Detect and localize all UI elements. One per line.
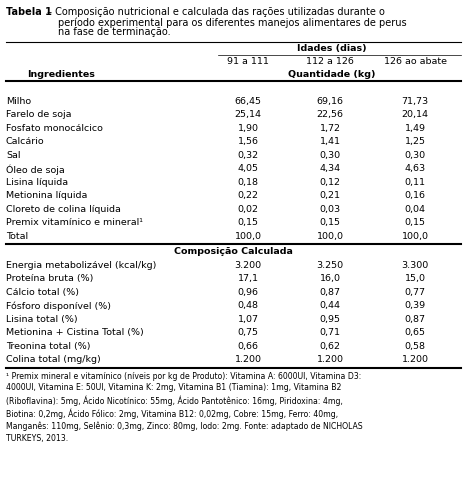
Text: 0,66: 0,66 [238, 342, 259, 351]
Text: 15,0: 15,0 [404, 274, 425, 284]
Text: Farelo de soja: Farelo de soja [6, 110, 71, 119]
Text: 1.200: 1.200 [317, 355, 344, 364]
Text: 1.200: 1.200 [402, 355, 429, 364]
Text: 0,87: 0,87 [319, 288, 340, 297]
Text: Metionina + Cistina Total (%): Metionina + Cistina Total (%) [6, 328, 144, 338]
Text: Quantidade (kg): Quantidade (kg) [288, 70, 375, 79]
Text: 4,05: 4,05 [238, 164, 259, 173]
Text: Colina total (mg/kg): Colina total (mg/kg) [6, 355, 101, 364]
Text: 0,77: 0,77 [404, 288, 425, 297]
Text: 0,32: 0,32 [237, 150, 259, 159]
Text: Composição Calculada: Composição Calculada [174, 248, 293, 256]
Text: Proteína bruta (%): Proteína bruta (%) [6, 274, 93, 284]
Text: 0,71: 0,71 [319, 328, 340, 338]
Text: Ingredientes: Ingredientes [27, 70, 95, 79]
Text: Sal: Sal [6, 150, 21, 159]
Text: 0,39: 0,39 [404, 301, 425, 310]
Text: 0,21: 0,21 [319, 191, 340, 200]
Text: ¹ Premix mineral e vitamínico (níveis por kg de Produto): Vitamina A: 6000UI, Vi: ¹ Premix mineral e vitamínico (níveis po… [6, 372, 362, 443]
Text: 4,34: 4,34 [319, 164, 340, 173]
Text: 0,48: 0,48 [238, 301, 259, 310]
Text: Fosfato monocálcico: Fosfato monocálcico [6, 124, 103, 133]
Text: Óleo de soja: Óleo de soja [6, 164, 65, 175]
Text: 0,02: 0,02 [238, 204, 259, 213]
Text: 0,16: 0,16 [404, 191, 425, 200]
Text: 0,15: 0,15 [238, 218, 259, 227]
Text: 0,96: 0,96 [238, 288, 259, 297]
Text: Metionina líquida: Metionina líquida [6, 191, 87, 200]
Text: Fósforo disponível (%): Fósforo disponível (%) [6, 301, 111, 311]
Text: Tabela 1: Tabela 1 [6, 7, 52, 17]
Text: 1,72: 1,72 [319, 124, 340, 133]
Text: 0,15: 0,15 [404, 218, 425, 227]
Text: 0,30: 0,30 [404, 150, 425, 159]
Text: 71,73: 71,73 [402, 97, 429, 105]
Text: 1.200: 1.200 [234, 355, 262, 364]
Text: 20,14: 20,14 [402, 110, 429, 119]
Text: 0,65: 0,65 [404, 328, 425, 338]
Text: 1,49: 1,49 [404, 124, 425, 133]
Text: 16,0: 16,0 [319, 274, 340, 284]
Text: 22,56: 22,56 [317, 110, 344, 119]
Text: 126 ao abate: 126 ao abate [383, 57, 446, 66]
Text: período experimental para os diferentes manejos alimentares de perus: período experimental para os diferentes … [58, 17, 407, 28]
Text: 17,1: 17,1 [238, 274, 259, 284]
Text: Lisina líquida: Lisina líquida [6, 178, 68, 187]
Text: Energia metabolizável (kcal/kg): Energia metabolizável (kcal/kg) [6, 261, 156, 270]
Text: 0,87: 0,87 [404, 315, 425, 324]
Text: 1,56: 1,56 [238, 137, 259, 146]
Text: 0,58: 0,58 [404, 342, 425, 351]
Text: 1,07: 1,07 [238, 315, 259, 324]
Text: 100,0: 100,0 [402, 232, 429, 241]
Text: 0,15: 0,15 [319, 218, 340, 227]
Text: Total: Total [6, 232, 28, 241]
Text: Treonina total (%): Treonina total (%) [6, 342, 91, 351]
Text: Idades (dias): Idades (dias) [297, 44, 366, 53]
Text: Lisina total (%): Lisina total (%) [6, 315, 78, 324]
Text: 4,63: 4,63 [404, 164, 425, 173]
Text: 0,18: 0,18 [238, 178, 259, 187]
Text: 0,62: 0,62 [319, 342, 340, 351]
Text: 0,04: 0,04 [404, 204, 425, 213]
Text: 100,0: 100,0 [317, 232, 344, 241]
Text: Cálcio total (%): Cálcio total (%) [6, 288, 79, 297]
Text: 0,75: 0,75 [238, 328, 259, 338]
Text: 0,03: 0,03 [319, 204, 340, 213]
Text: Calcário: Calcário [6, 137, 45, 146]
Text: 66,45: 66,45 [234, 97, 262, 105]
Text: 1,41: 1,41 [319, 137, 340, 146]
Text: 69,16: 69,16 [317, 97, 344, 105]
Text: 25,14: 25,14 [234, 110, 262, 119]
Text: Cloreto de colina líquida: Cloreto de colina líquida [6, 204, 121, 213]
Text: 1,25: 1,25 [404, 137, 425, 146]
Text: 100,0: 100,0 [234, 232, 262, 241]
Text: 1,90: 1,90 [238, 124, 259, 133]
Text: Premix vitamínico e mineral¹: Premix vitamínico e mineral¹ [6, 218, 143, 227]
Text: 0,11: 0,11 [404, 178, 425, 187]
Text: 3.300: 3.300 [401, 261, 429, 270]
Text: – Composição nutricional e calculada das rações utilizadas durante o: – Composição nutricional e calculada das… [44, 7, 385, 17]
Text: 0,30: 0,30 [319, 150, 340, 159]
Text: 3.250: 3.250 [317, 261, 344, 270]
Text: 91 a 111: 91 a 111 [227, 57, 269, 66]
Text: Milho: Milho [6, 97, 31, 105]
Text: 3.200: 3.200 [234, 261, 262, 270]
Text: 0,95: 0,95 [319, 315, 340, 324]
Text: 0,22: 0,22 [238, 191, 259, 200]
Text: 0,44: 0,44 [319, 301, 340, 310]
Text: 112 a 126: 112 a 126 [306, 57, 354, 66]
Text: 0,12: 0,12 [319, 178, 340, 187]
Text: na fase de terminação.: na fase de terminação. [58, 27, 170, 37]
